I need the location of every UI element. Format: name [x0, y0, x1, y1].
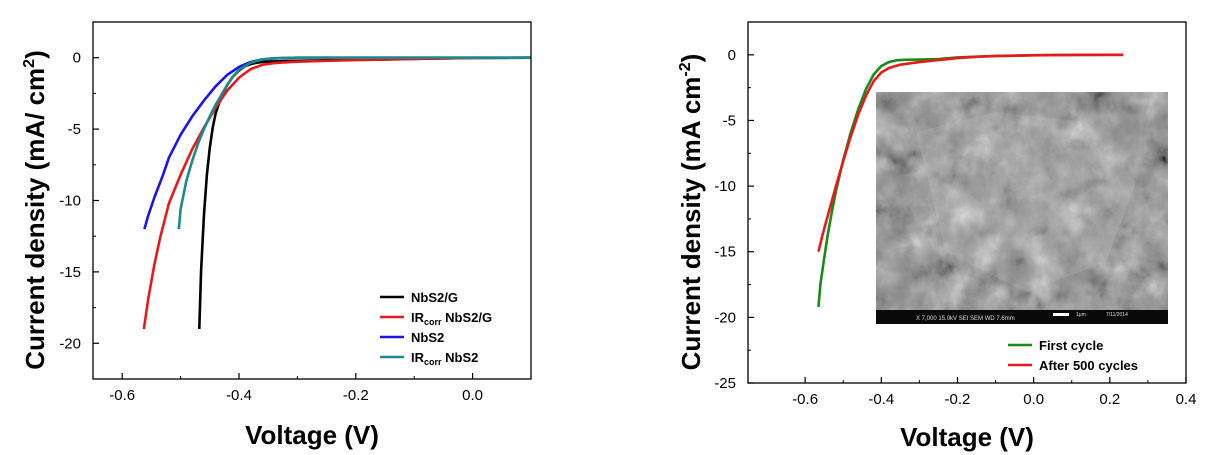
x-tick-label: -0.6 [792, 391, 818, 408]
x-tick-label: -0.6 [109, 387, 135, 404]
plot-frame [747, 21, 1187, 384]
sem-info-text: X 7,000 15.0kV SEI SEM WD 7.6mm [916, 316, 1015, 322]
sem-date-text: 7/11/2014 [1106, 312, 1128, 318]
y-tick-label: -20 [59, 335, 81, 352]
legend-label: NbS2 [411, 330, 444, 345]
y-tick-label: -20 [714, 309, 736, 326]
chart-right: X 7,000 15.0kV SEI SEM WD 7.6mm 1μm 7/11/2… [676, 21, 1197, 452]
series-line-1 [817, 53, 1124, 253]
x-tick-label: 0.4 [1176, 391, 1197, 408]
plot-frame [92, 21, 532, 380]
y-tick-label: -15 [714, 244, 736, 261]
y-tick-label: -15 [59, 264, 81, 281]
y-tick-label: -5 [68, 121, 81, 138]
legend-label: NbS2/G [411, 290, 458, 305]
legend-label: IRcorr NbS2/G [411, 310, 492, 327]
y-tick-label: 0 [728, 47, 736, 64]
y-axis-title: Current density (mA cm-2) [676, 54, 706, 371]
legend: First cycle After 500 cycles [1008, 338, 1138, 373]
chart-left: -0.6 -0.4 -0.2 0.0 0 -5 -10 -15 -20 Voltage (V) Cu… [20, 21, 532, 450]
sem-scale-bar [1053, 313, 1069, 316]
x-axis-title: Voltage (V) [900, 422, 1034, 452]
x-axis-title: Voltage (V) [245, 420, 379, 450]
series-line-0 [197, 56, 531, 330]
x-tick-label: -0.2 [343, 387, 369, 404]
x-tick-label: -0.4 [868, 391, 894, 408]
y-tick-label: 0 [73, 50, 81, 67]
y-tick-label: -5 [723, 112, 736, 129]
x-tick-label: 0.0 [462, 387, 483, 404]
sem-inset-image: X 7,000 15.0kV SEI SEM WD 7.6mm 1μm 7/11/2… [876, 92, 1168, 324]
y-tick-label: -10 [59, 193, 81, 210]
series-line-1 [142, 56, 531, 330]
series-line-2 [143, 56, 531, 230]
x-tick-label: -0.4 [226, 387, 252, 404]
legend: NbS2/G IRcorr NbS2/G NbS2 IRcorr NbS2 [380, 290, 492, 367]
legend-label: After 500 cycles [1039, 358, 1138, 373]
x-tick-label: 0.0 [1023, 391, 1044, 408]
legend-label: IRcorr NbS2 [411, 350, 478, 367]
y-tick-label: -10 [714, 178, 736, 195]
x-tick-label: 0.2 [1099, 391, 1120, 408]
legend-label: First cycle [1039, 338, 1103, 353]
y-axis-title: Current density (mA/ cm2) [20, 50, 50, 370]
series-line-3 [177, 56, 531, 230]
x-tick-label: -0.2 [945, 391, 971, 408]
sem-scale-text: 1μm [1076, 312, 1086, 318]
y-tick-label: -25 [714, 375, 736, 392]
